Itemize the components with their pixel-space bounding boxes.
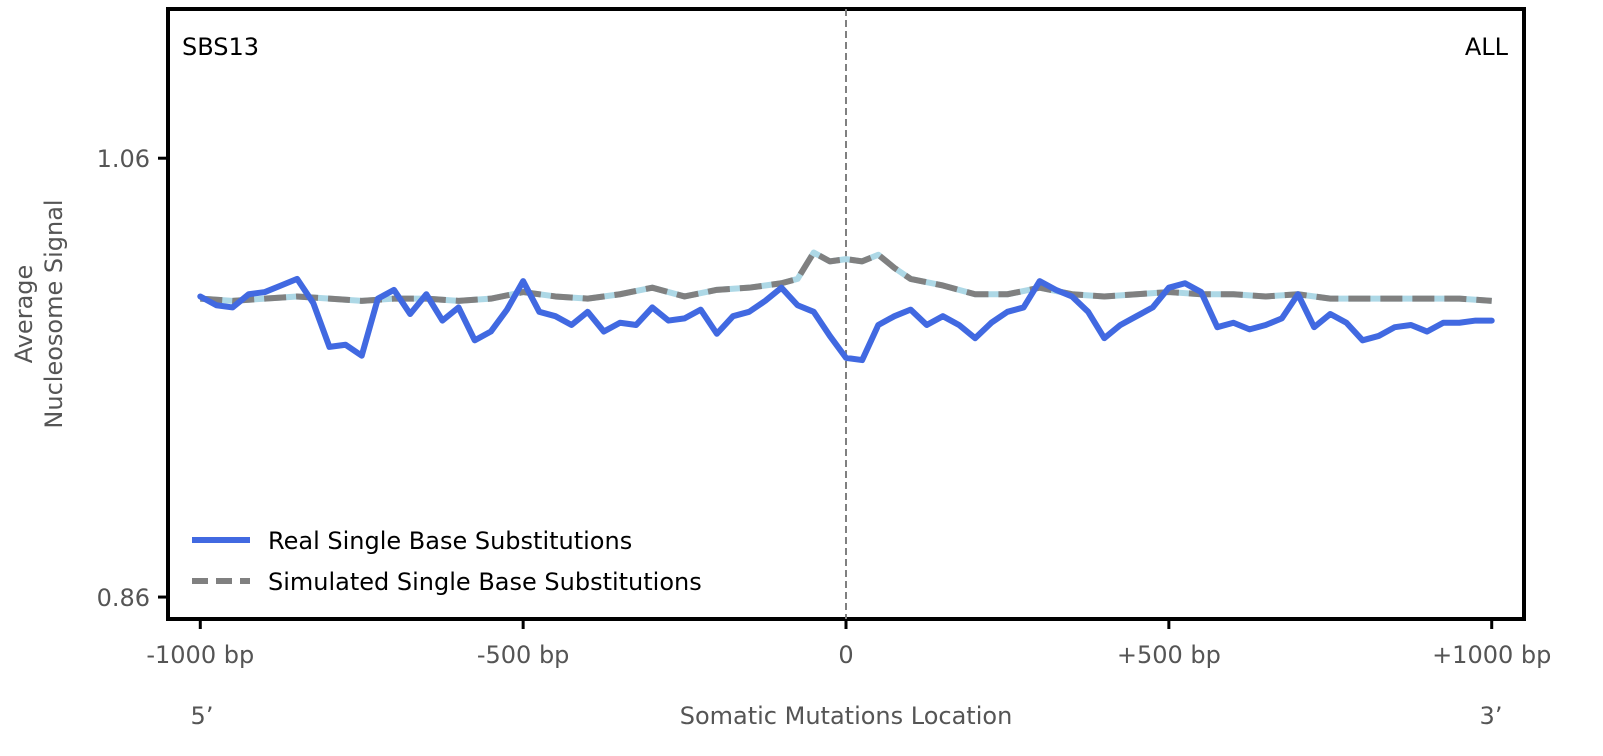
x-tick-label: +1000 bp xyxy=(1432,641,1551,669)
signature-label: SBS13 xyxy=(182,33,259,61)
y-axis-title-line2: Nucleosome Signal xyxy=(40,199,68,428)
x-tick-label: -1000 bp xyxy=(146,641,254,669)
tick-layer: -1000 bp -500 bp 0 +500 bp +1000 bp 0.86 1.06 xyxy=(97,145,1552,669)
series-real-line xyxy=(197,275,1495,364)
y-axis-title-line1: Average xyxy=(10,265,38,364)
subset-label: ALL xyxy=(1465,33,1509,61)
series-layer xyxy=(197,249,1495,364)
y-tick-label: 1.06 xyxy=(97,145,150,173)
legend: Real Single Base Substitutions Simulated… xyxy=(192,527,702,596)
x-tick-label: -500 bp xyxy=(477,641,570,669)
legend-label-real: Real Single Base Substitutions xyxy=(268,527,632,555)
y-tick-label: 0.86 xyxy=(97,584,150,612)
x-axis-title: Somatic Mutations Location xyxy=(680,702,1013,730)
five-prime-label: 5’ xyxy=(191,702,214,730)
three-prime-label: 3’ xyxy=(1480,702,1503,730)
x-tick-label: 0 xyxy=(838,641,853,669)
legend-label-simulated: Simulated Single Base Substitutions xyxy=(268,568,702,596)
series-simulated-line xyxy=(200,249,1492,304)
x-tick-label: +500 bp xyxy=(1117,641,1221,669)
